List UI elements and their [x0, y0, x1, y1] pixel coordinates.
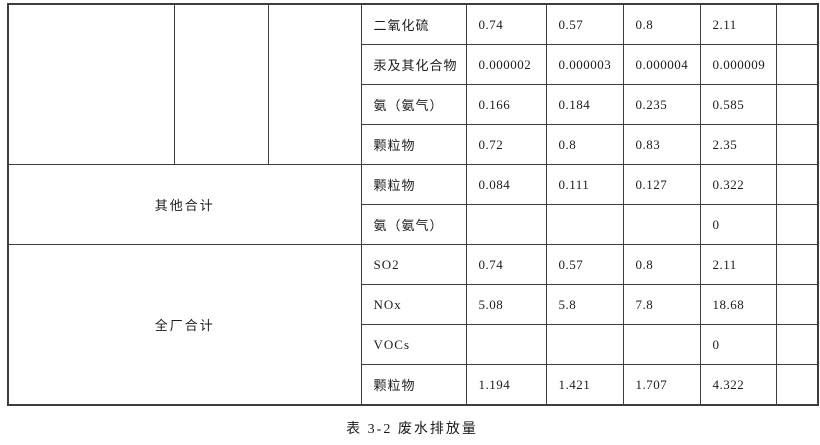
value-cell: 0.127 [622, 164, 701, 205]
pollutant-cell: 颗粒物 [360, 164, 467, 205]
pollutant-cell: 汞及其化合物 [360, 44, 467, 85]
value-cell [775, 204, 819, 245]
value-cell: 2.11 [699, 244, 777, 285]
value-cell [775, 164, 819, 205]
value-cell: 0.000003 [545, 44, 624, 85]
value-cell: 0.585 [699, 84, 777, 125]
value-cell: 1.194 [465, 364, 547, 406]
value-cell: 0.74 [465, 3, 547, 45]
value-cell [622, 324, 701, 365]
value-cell: 0.8 [622, 3, 701, 45]
table-row: 颗粒物 1.194 1.421 1.707 4.322 [8, 364, 819, 406]
pollutant-cell: 颗粒物 [360, 364, 467, 406]
value-cell: 0.322 [699, 164, 777, 205]
value-cell: 4.322 [699, 364, 777, 406]
value-cell [465, 204, 547, 245]
pollutant-cell: 氨（氨气） [360, 84, 467, 125]
value-cell [775, 284, 819, 325]
value-cell: 7.8 [622, 284, 701, 325]
table-row: 全厂合计 SO2 0.74 0.57 0.8 2.11 [7, 244, 819, 406]
value-cell: 1.421 [545, 364, 624, 406]
table-row: 汞及其化合物 0.000002 0.000003 0.000004 0.0000… [8, 44, 819, 85]
value-cell: 0.000009 [699, 44, 777, 85]
value-cell [622, 204, 701, 245]
pollutant-cell: SO2 [360, 244, 467, 285]
section-label-other-total: 其他合计 [7, 164, 362, 245]
empty-cell-col3 [267, 3, 362, 165]
table-row: 氨（氨气） 0.166 0.184 0.235 0.585 [8, 84, 819, 125]
pollutant-cell: NOx [360, 284, 467, 325]
empty-cell-col2 [173, 3, 269, 165]
table-row: 颗粒物 0.72 0.8 0.83 2.35 [8, 124, 819, 165]
value-cell: 0.166 [465, 84, 547, 125]
value-cell [775, 324, 819, 365]
value-cell: 1.707 [622, 364, 701, 406]
value-cell [465, 324, 547, 365]
empty-cell-col1 [7, 3, 175, 165]
value-cell: 0.57 [545, 3, 624, 45]
value-cell: 2.35 [699, 124, 777, 165]
value-cell: 18.68 [699, 284, 777, 325]
value-cell [775, 364, 819, 406]
pollutant-cell: 氨（氨气） [360, 204, 467, 245]
value-cell: 2.11 [699, 3, 777, 45]
value-cell [775, 124, 819, 165]
value-cell: 0.235 [622, 84, 701, 125]
table-row: VOCs 0 [8, 324, 819, 365]
pollutant-cell: 颗粒物 [360, 124, 467, 165]
emissions-table: 二氧化硫 0.74 0.57 0.8 2.11 汞及其化合物 0.000002 … [7, 3, 819, 406]
value-cell: 0.000002 [465, 44, 547, 85]
value-cell [775, 3, 819, 45]
value-cell [545, 204, 624, 245]
table-row: 氨（氨气） 0 [8, 204, 819, 245]
value-cell: 0.83 [622, 124, 701, 165]
pollutant-cell: 二氧化硫 [360, 3, 467, 45]
value-cell: 0 [699, 204, 777, 245]
value-cell: 0 [699, 324, 777, 365]
value-cell: 0.000004 [622, 44, 701, 85]
value-cell: 5.08 [465, 284, 547, 325]
pollutant-cell: VOCs [360, 324, 467, 365]
value-cell [775, 244, 819, 285]
value-cell: 0.8 [622, 244, 701, 285]
value-cell [775, 84, 819, 125]
value-cell [775, 44, 819, 85]
value-cell: 0.111 [545, 164, 624, 205]
value-cell: 0.57 [545, 244, 624, 285]
value-cell: 0.72 [465, 124, 547, 165]
value-cell: 0.74 [465, 244, 547, 285]
table-row: 其他合计 颗粒物 0.084 0.111 0.127 0.322 [7, 164, 819, 245]
value-cell: 0.084 [465, 164, 547, 205]
value-cell: 5.8 [545, 284, 624, 325]
table-caption: 表 3-2 废水排放量 [346, 422, 478, 437]
section-label-plant-total: 全厂合计 [7, 244, 362, 406]
value-cell: 0.184 [545, 84, 624, 125]
value-cell: 0.8 [545, 124, 624, 165]
value-cell [545, 324, 624, 365]
table-row: 二氧化硫 0.74 0.57 0.8 2.11 [7, 3, 819, 165]
